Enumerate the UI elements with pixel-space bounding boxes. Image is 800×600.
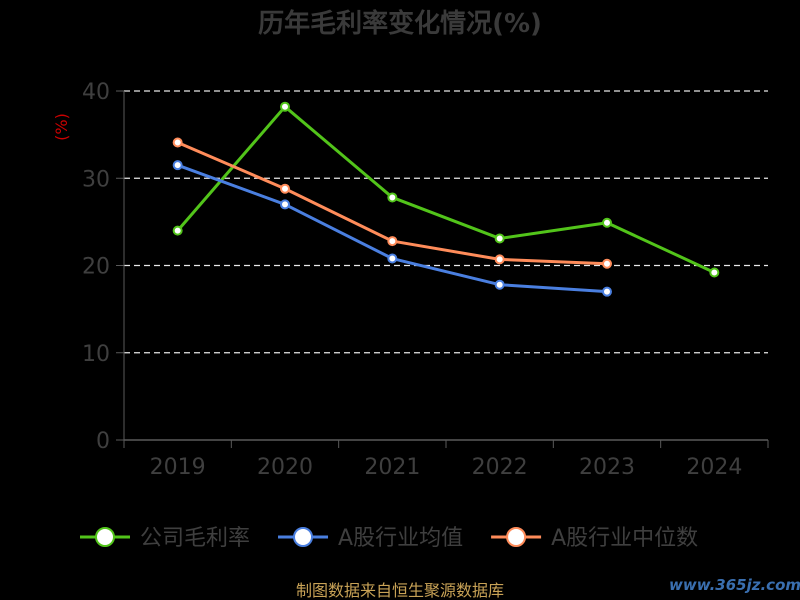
data-point [602,258,612,269]
data-point [602,286,612,297]
data-point [280,199,290,210]
y-tick-label: 20 [82,255,110,280]
x-tick-label: 2024 [686,455,742,480]
series-1 [172,160,612,297]
x-tick-label: 2022 [472,455,528,480]
data-point [602,217,612,228]
data-point [494,279,505,290]
legend-label: A股行业中位数 [551,526,698,551]
data-point [387,236,398,247]
data-point [172,160,183,171]
y-tick-label: 40 [82,80,110,105]
legend-label: 公司毛利率 [140,526,250,551]
y-axis-unit: (%) [52,113,71,141]
x-tick-label: 2019 [150,455,206,480]
watermark: www.365jz.com [669,576,800,594]
x-tick-label: 2020 [257,455,313,480]
series-0 [172,101,720,278]
legend-marker [95,527,115,547]
legend-item-1: A股行业均值 [278,526,463,551]
y-tick-label: 0 [96,429,110,454]
x-tick-label: 2023 [579,455,635,480]
legend-item-2: A股行业中位数 [491,526,698,551]
data-point [387,253,398,264]
data-point [387,192,398,203]
y-tick-label: 10 [82,342,110,367]
axes: 0 10 20 30 40 2019 2020 2021 2022 2023 2024 [82,80,769,480]
legend-label: A股行业均值 [338,526,463,551]
data-point [709,267,720,278]
legend-marker [506,527,527,547]
chart-title: 历年毛利率变化情况(%) [258,8,542,39]
source-note: 制图数据来自恒生聚源数据库 [296,581,504,600]
x-tick-label: 2021 [364,455,420,480]
series-2 [172,137,612,269]
series-layer [172,101,720,297]
y-tick-label: 30 [82,167,110,192]
series-line-1 [177,163,608,294]
legend-marker [293,527,314,547]
legend: 公司毛利率 A股行业均值 A股行业中位数 [80,526,698,551]
legend-item-0: 公司毛利率 [80,526,250,551]
data-point [280,101,290,112]
data-point [280,183,290,194]
data-point [172,225,183,236]
data-point [494,233,505,244]
data-point [172,137,183,148]
gridlines [124,90,768,354]
data-point [494,254,505,265]
series-line-0 [176,105,715,274]
